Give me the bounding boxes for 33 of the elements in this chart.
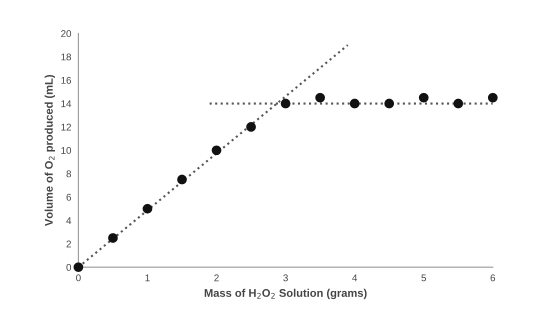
point [384, 98, 394, 108]
y-tick-label: 6 [66, 194, 72, 201]
point [315, 92, 325, 103]
point [453, 98, 464, 108]
point [142, 204, 152, 214]
y-tick-label: 14 [61, 100, 72, 108]
y-tick-label: 20 [61, 30, 72, 38]
point [350, 98, 360, 108]
x-axis-title: Mass of H$_{2}$O$_{2}$ Solution (grams) [204, 288, 367, 300]
point [177, 174, 187, 184]
y-axis-title: Volume of O$_{2}$ produced (mL) [44, 75, 55, 226]
point [246, 122, 256, 132]
x-tick-label: 0 [76, 274, 81, 282]
y-tick-label: 16 [61, 76, 72, 84]
y-tick-label: 18 [61, 54, 72, 60]
x-tick-label: 6 [490, 274, 496, 282]
point [108, 233, 118, 243]
y-tick-label: 10 [61, 147, 72, 154]
x-tick-label: 4 [352, 274, 358, 282]
x-tick-label: 1 [146, 274, 150, 282]
point [488, 92, 498, 103]
x-tick-label: 5 [421, 274, 426, 282]
point [212, 145, 222, 156]
y-tick-label: 0 [66, 264, 72, 271]
y-tick-label: 8 [66, 170, 72, 178]
point [418, 92, 429, 103]
y-tick-label: 2 [66, 240, 71, 248]
y-tick-label: 12 [61, 124, 71, 130]
x-tick-label: 3 [283, 274, 288, 282]
point [280, 98, 290, 108]
point [74, 262, 84, 272]
x-tick-label: 2 [214, 274, 219, 282]
y-tick-label: 4 [66, 217, 72, 224]
